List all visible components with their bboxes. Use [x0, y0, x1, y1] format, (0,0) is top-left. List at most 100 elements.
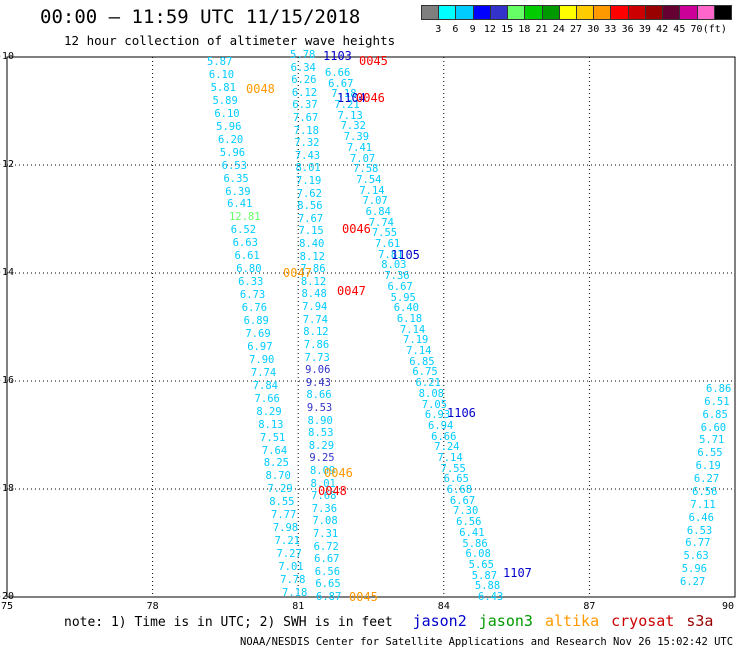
wave-height-value: 7.21	[334, 99, 360, 112]
pass-time-label: 0048	[318, 484, 347, 498]
wave-height-value: 6.56	[314, 565, 341, 578]
wave-height-value: 7.30	[453, 505, 479, 518]
wave-height-value: 7.18	[331, 88, 357, 101]
pass-time-label: 0048	[246, 82, 275, 96]
wave-height-value: 7.14	[437, 451, 463, 464]
wave-height-value: 7.58	[353, 163, 379, 176]
wave-height-value: 7.32	[340, 120, 366, 133]
pass-time-label: 0047	[337, 284, 366, 298]
wave-height-value: 7.62	[296, 187, 322, 200]
wave-height-value: 7.61	[374, 238, 401, 251]
wave-height-value: 6.87	[316, 591, 342, 603]
wave-height-value: 6.46	[688, 511, 714, 524]
wave-height-value: 7.08	[312, 515, 338, 528]
wave-height-value: 6.41	[459, 526, 485, 539]
wave-height-value: 8.12	[300, 275, 327, 288]
wave-height-value: 8.12	[303, 326, 329, 339]
color-scale-label: 18	[518, 24, 531, 35]
wave-height-value: 7.77	[271, 509, 297, 522]
wave-height-value: 7.36	[311, 502, 338, 515]
wave-height-value: 7.24	[434, 441, 460, 454]
wave-height-value: 8.70	[265, 470, 291, 483]
pass-time-label: 1106	[447, 406, 476, 420]
wave-height-value: 7.14	[399, 323, 426, 336]
wave-height-value: 7.68	[311, 490, 337, 503]
wave-height-value: 8.01	[295, 162, 321, 175]
wave-height-value: 6.56	[456, 516, 482, 529]
wave-height-value: 6.18	[396, 312, 423, 325]
wave-height-value: 7.86	[303, 338, 330, 351]
wave-height-value: 7.31	[312, 527, 339, 540]
legend-cryosat: cryosat	[611, 612, 675, 630]
color-swatch	[713, 5, 732, 20]
wave-height-value: 6.89	[243, 315, 269, 328]
wave-height-value: 6.67	[328, 77, 354, 90]
color-scale-label: (ft)	[702, 24, 727, 35]
wave-height-value: 5.65	[468, 558, 494, 571]
color-scale-label: 15	[501, 24, 514, 35]
wave-height-value: 6.68	[446, 484, 473, 497]
wave-height-value: 8.09	[309, 464, 336, 477]
wave-height-value: 7.05	[421, 398, 448, 411]
wave-height-value: 6.93	[424, 409, 451, 422]
wave-height-value: 6.43	[478, 591, 504, 603]
longitude-label: 75	[1, 601, 14, 612]
wave-height-value: 7.32	[294, 137, 320, 150]
wave-height-value: 6.53	[221, 159, 247, 172]
wave-height-value: 8.08	[418, 387, 444, 400]
map-footer: NOAA/NESDIS Center for Satellite Applica…	[240, 636, 740, 648]
wave-height-value: 7.11	[690, 498, 716, 511]
wave-height-value: 6.08	[465, 548, 491, 561]
wave-height-value: 7.67	[293, 112, 319, 125]
wave-height-value: 6.41	[227, 198, 253, 211]
wave-height-value: 7.19	[296, 175, 322, 188]
wave-height-value: 7.98	[272, 522, 299, 535]
color-scale-label: 42	[656, 24, 669, 35]
map-frame	[6, 56, 736, 598]
wave-height-value: 8.01	[310, 477, 336, 490]
longitude-label: 81	[292, 601, 305, 612]
wave-height-value: 7.01	[278, 561, 304, 574]
wave-height-value: 7.18	[282, 587, 308, 599]
wave-height-value: 8.03	[381, 259, 407, 272]
color-scale-label: 9	[469, 24, 476, 35]
wave-height-value: 8.56	[297, 200, 323, 213]
pass-time-label: 0046	[324, 466, 353, 480]
wave-height-value: 7.43	[294, 149, 321, 162]
wave-height-value: 7.78	[280, 574, 306, 587]
wave-height-value: 5.89	[212, 94, 238, 107]
wave-height-value: 8.90	[307, 414, 333, 427]
pass-time-label: 0046	[356, 91, 385, 105]
wave-height-value: 7.51	[260, 431, 286, 444]
wave-height-value: 6.67	[314, 553, 340, 566]
wave-height-value: 6.39	[225, 185, 251, 198]
wave-height-value: 7.14	[359, 184, 385, 197]
longitude-label: 84	[437, 601, 450, 612]
wave-height-value: 6.40	[393, 302, 419, 315]
map-title: 00:00 – 11:59 UTC 11/15/2018	[40, 6, 361, 28]
wave-height-value: 8.29	[308, 439, 335, 452]
wave-height-value: 6.12	[291, 86, 318, 99]
legend-jason2: jason2	[412, 612, 467, 630]
wave-height-value: 6.34	[290, 61, 316, 74]
wave-height-value: 7.19	[403, 334, 429, 347]
wave-height-value: 6.85	[702, 408, 728, 421]
wave-height-value: 6.80	[236, 263, 262, 276]
wave-height-value: 7.54	[356, 173, 382, 186]
wave-height-value: 6.76	[241, 302, 268, 315]
wave-height-value: 7.74	[302, 313, 328, 326]
wave-height-value: 7.13	[337, 109, 363, 122]
wave-height-value: 6.66	[431, 430, 457, 443]
color-scale-label: 21	[535, 24, 548, 35]
wave-height-value: 6.27	[693, 473, 720, 486]
latitude-label: -10	[0, 51, 15, 62]
wave-height-value: 5.88	[474, 580, 501, 593]
latitude-label: -16	[0, 375, 15, 386]
wave-height-value: 7.90	[249, 353, 275, 366]
wave-height-value: 12.81	[228, 211, 261, 224]
wave-height-value: 7.07	[362, 195, 388, 208]
longitude-label: 78	[146, 601, 159, 612]
wave-height-value: 6.10	[208, 68, 235, 81]
wave-height-value: 8.13	[258, 418, 284, 431]
pass-time-label: 1107	[503, 566, 532, 580]
